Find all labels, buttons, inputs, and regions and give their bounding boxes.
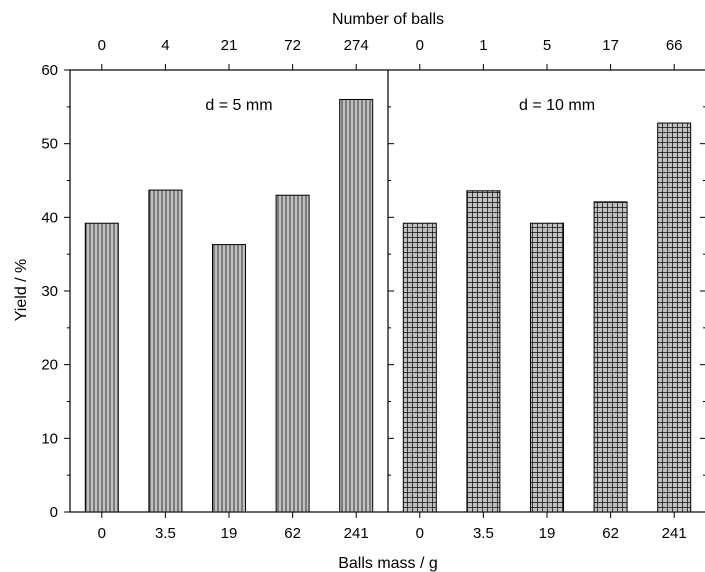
x-tick-label: 0 — [98, 525, 106, 542]
x-tick-label: 19 — [221, 525, 238, 542]
bar — [339, 98, 374, 513]
y-tick-label: 10 — [41, 430, 58, 447]
bar — [466, 190, 501, 513]
x2-tick-label: 72 — [284, 37, 301, 54]
x2-axis-title: Number of balls — [332, 11, 444, 28]
x2-tick-label: 0 — [98, 37, 106, 54]
x-tick-label: 19 — [539, 525, 556, 542]
y-tick-label: 0 — [50, 504, 58, 521]
x2-tick-label: 4 — [161, 37, 169, 54]
bar — [148, 189, 183, 513]
x-tick-label: 3.5 — [473, 525, 494, 542]
bar — [530, 222, 564, 513]
y-tick-label: 60 — [41, 62, 58, 79]
bar — [593, 201, 628, 513]
y-axis-title: Yield / % — [13, 259, 30, 322]
x2-tick-label: 21 — [221, 37, 238, 54]
x-tick-label: 3.5 — [155, 525, 176, 542]
x2-tick-label: 66 — [666, 37, 683, 54]
bar — [657, 122, 692, 513]
panel-label: d = 10 mm — [519, 97, 595, 114]
panel-label: d = 5 mm — [205, 97, 272, 114]
bar — [402, 222, 437, 513]
x2-tick-label: 1 — [479, 37, 487, 54]
x-tick-label: 0 — [416, 525, 424, 542]
y-tick-label: 40 — [41, 209, 58, 226]
bar — [212, 244, 246, 513]
x2-tick-label: 17 — [602, 37, 619, 54]
x2-tick-label: 274 — [344, 37, 369, 54]
y-tick-label: 20 — [41, 357, 58, 374]
bar — [275, 194, 310, 513]
x-tick-label: 62 — [602, 525, 619, 542]
x-tick-label: 241 — [344, 525, 369, 542]
x2-tick-label: 0 — [416, 37, 424, 54]
bar — [84, 222, 119, 513]
x-axis-title: Balls mass / g — [338, 555, 438, 572]
y-tick-label: 50 — [41, 136, 58, 153]
x2-tick-label: 5 — [543, 37, 551, 54]
x-tick-label: 62 — [284, 525, 301, 542]
x-tick-label: 241 — [662, 525, 687, 542]
y-tick-label: 30 — [41, 283, 58, 300]
